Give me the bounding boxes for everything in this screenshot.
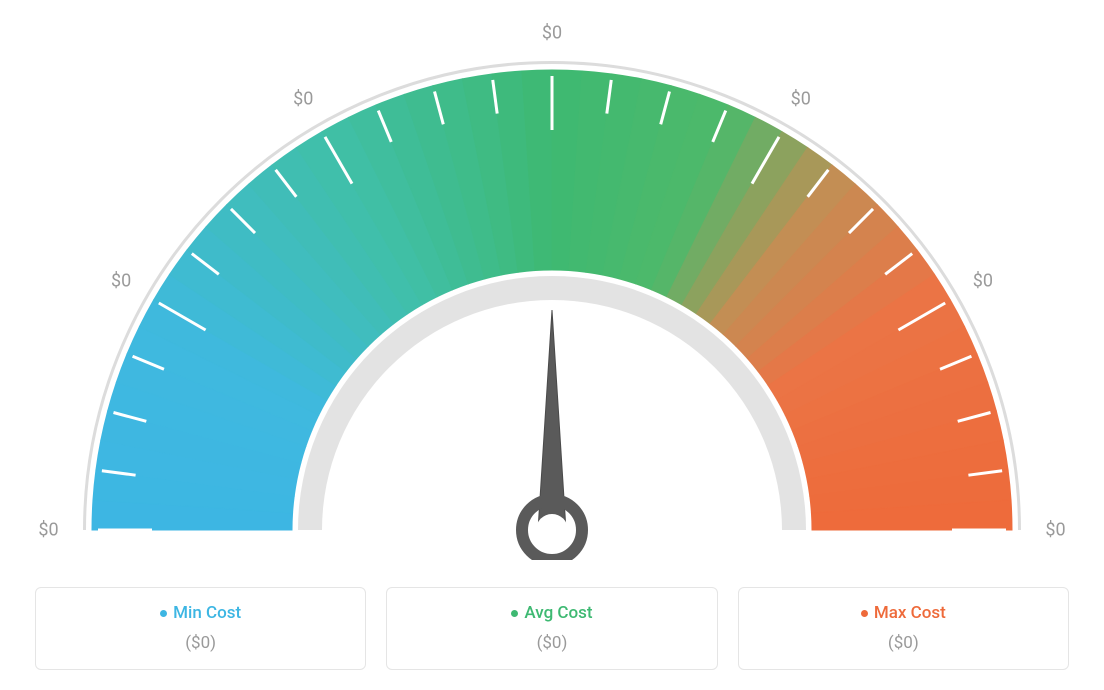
- legend-label-text: Min Cost: [173, 603, 241, 623]
- axis-label: $0: [973, 271, 993, 292]
- legend-label-avg: Avg Cost: [511, 603, 592, 623]
- legend-label-text: Avg Cost: [524, 603, 592, 623]
- legend-dot-max: [861, 610, 868, 617]
- legend-dot-min: [160, 610, 167, 617]
- axis-label: $0: [293, 89, 313, 110]
- legend-row: Min Cost ($0) Avg Cost ($0) Max Cost ($0…: [35, 587, 1069, 671]
- legend-label-max: Max Cost: [861, 603, 946, 623]
- axis-label: $0: [38, 520, 58, 541]
- legend-card-avg: Avg Cost ($0): [386, 587, 717, 671]
- axis-label: $0: [791, 89, 811, 110]
- axis-label: $0: [542, 22, 562, 43]
- legend-label-min: Min Cost: [160, 603, 241, 623]
- legend-card-min: Min Cost ($0): [35, 587, 366, 671]
- axis-label: $0: [111, 271, 131, 292]
- legend-card-max: Max Cost ($0): [738, 587, 1069, 671]
- axis-label: $0: [1045, 520, 1065, 541]
- legend-value-min: ($0): [54, 633, 347, 653]
- legend-value-avg: ($0): [405, 633, 698, 653]
- gauge-area: $0 $0 $0 $0 $0 $0 $0: [30, 0, 1074, 560]
- cost-gauge-chart: $0 $0 $0 $0 $0 $0 $0 Min Cost ($0) Avg Cost ($…: [0, 0, 1104, 690]
- legend-label-text: Max Cost: [874, 603, 946, 623]
- needle-pivot-hole: [536, 514, 568, 546]
- gauge-svg: [30, 0, 1074, 560]
- legend-dot-avg: [511, 610, 518, 617]
- legend-value-max: ($0): [757, 633, 1050, 653]
